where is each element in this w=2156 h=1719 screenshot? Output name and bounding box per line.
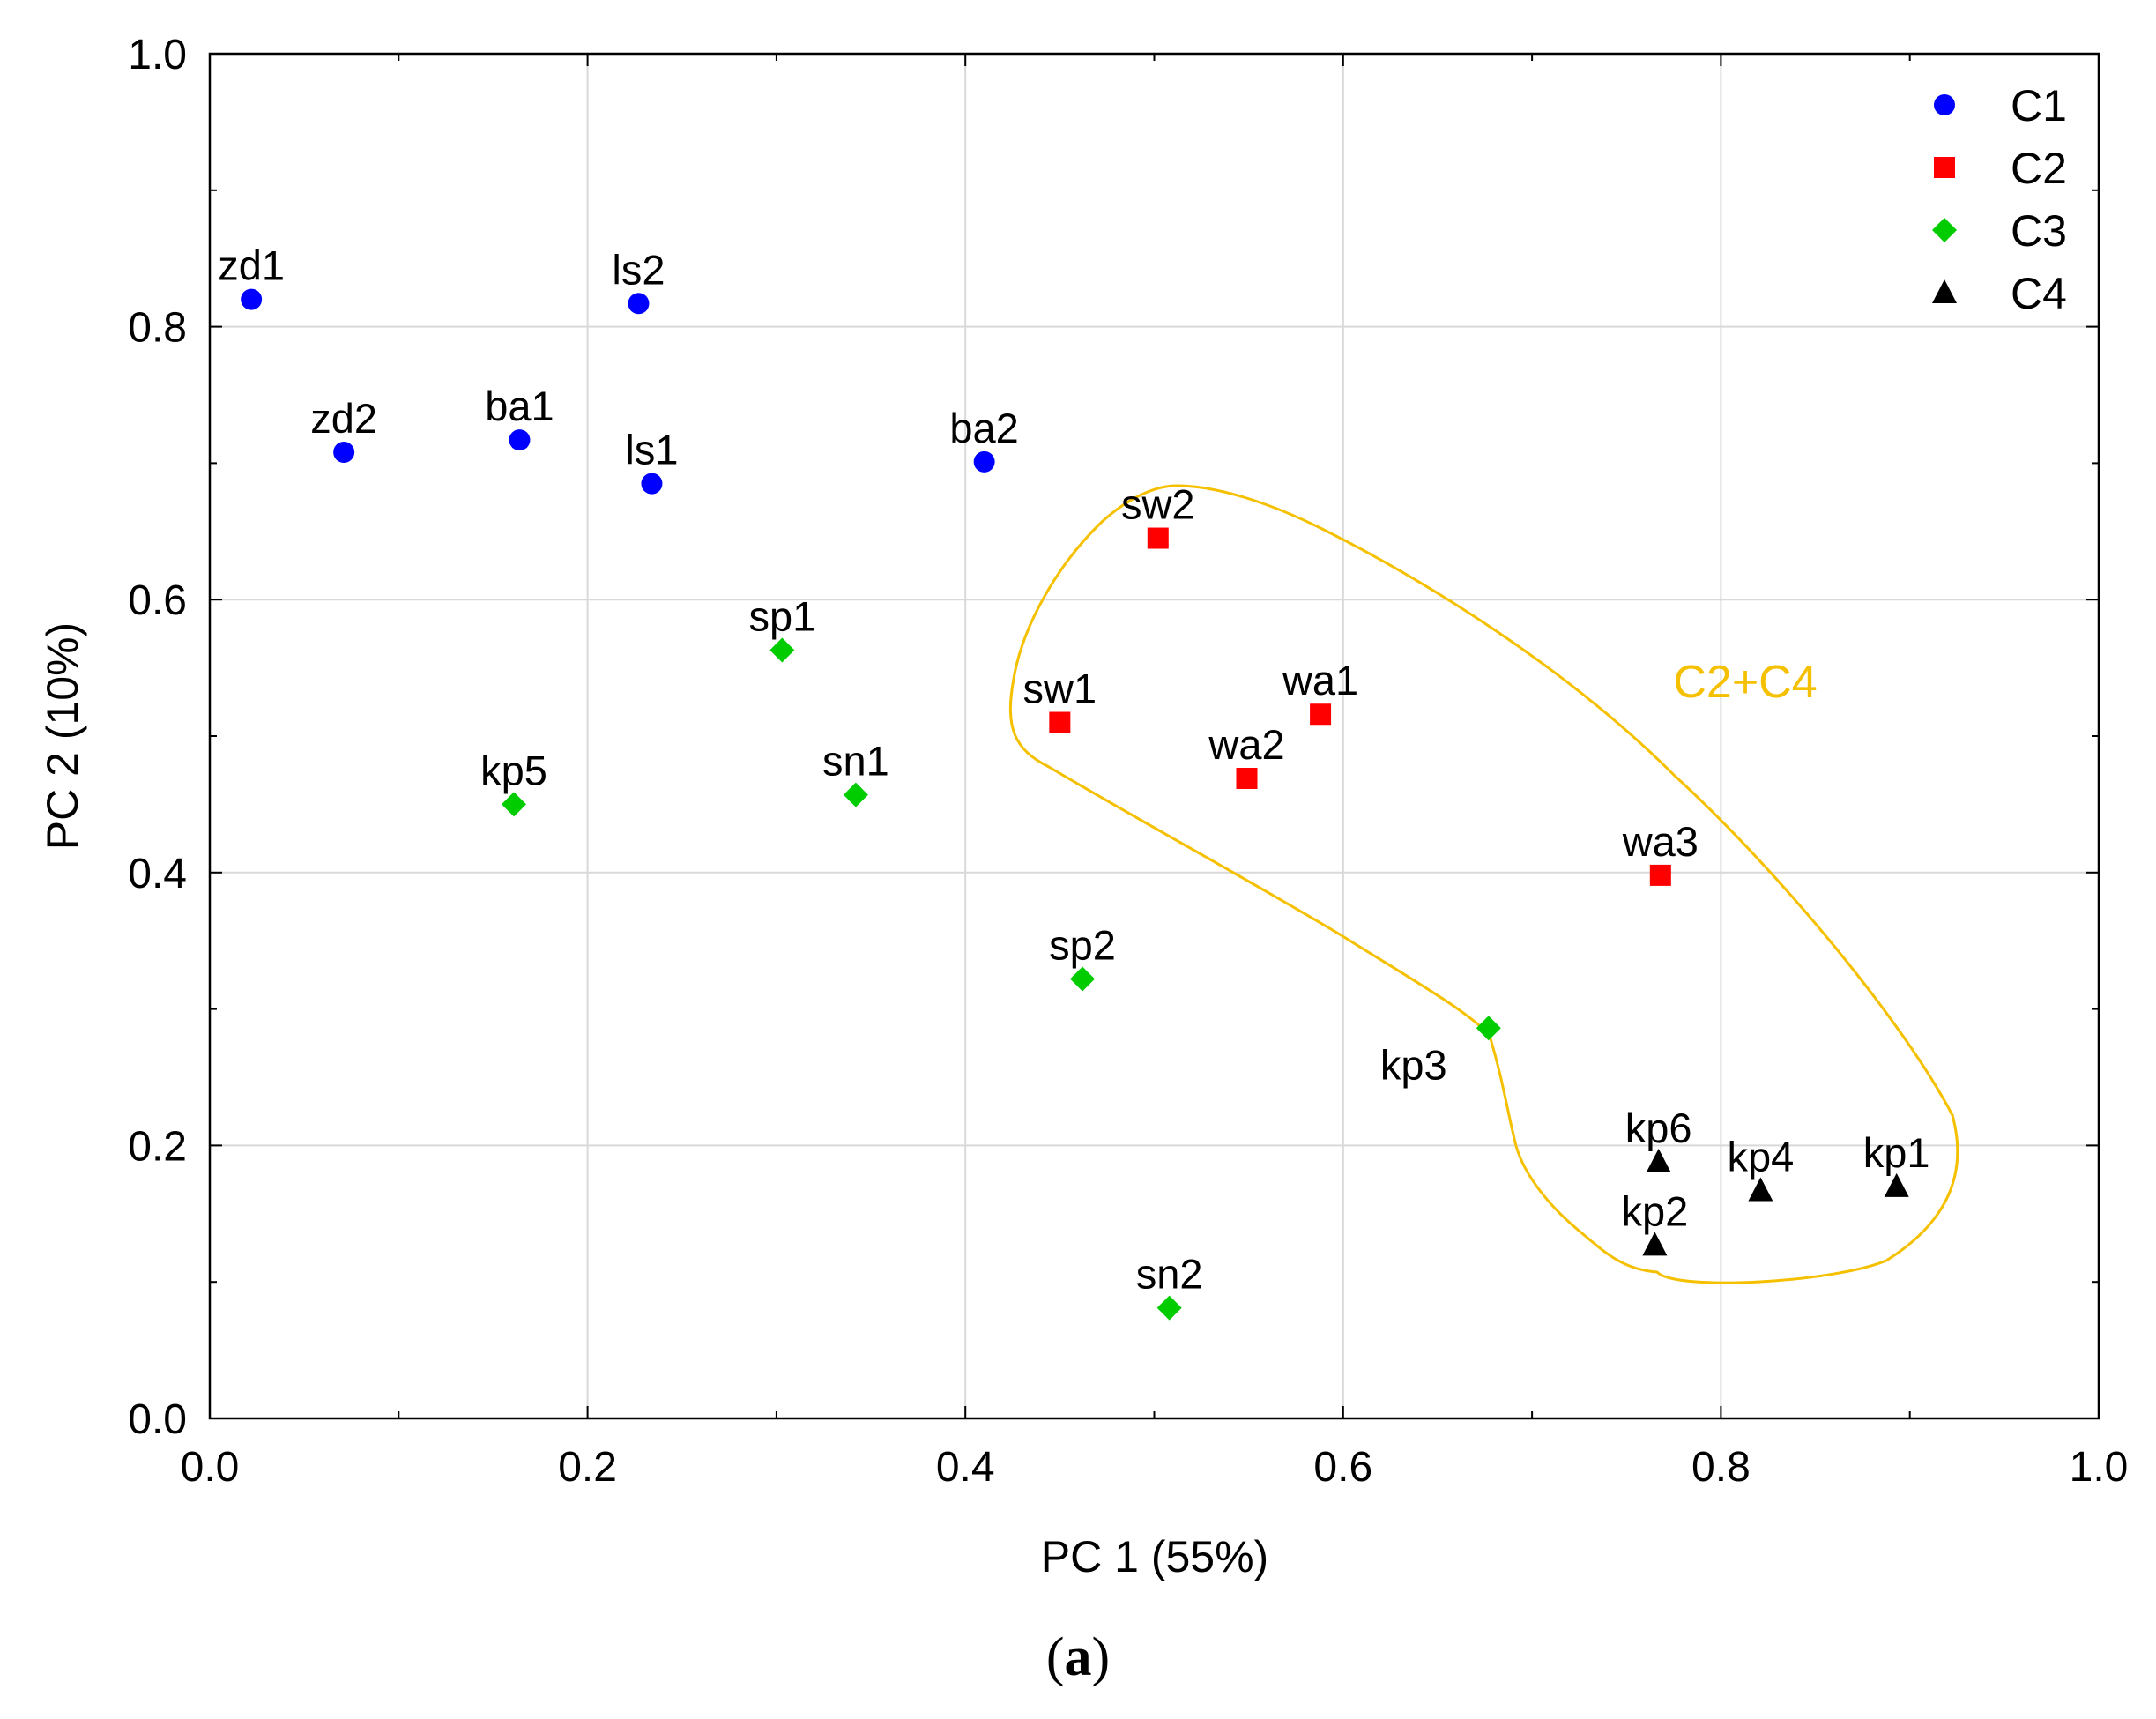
figure-caption: (a) xyxy=(1046,1627,1110,1687)
x-axis-title: PC 1 (55%) xyxy=(1041,1532,1268,1581)
x-tick-label: 1.0 xyxy=(2070,1444,2129,1491)
caption-open-paren: ( xyxy=(1046,1627,1065,1687)
point-label-wa1: wa1 xyxy=(1282,657,1358,703)
c2-c4-region-outline xyxy=(1008,484,1959,1284)
point-label-sw1: sw1 xyxy=(1023,666,1097,712)
y-tick-label: 0.2 xyxy=(128,1123,187,1170)
legend-marker-c4 xyxy=(1932,279,1957,303)
point-wa2 xyxy=(1236,767,1258,789)
caption-close-paren: ) xyxy=(1092,1627,1111,1687)
point-sw2 xyxy=(1147,527,1169,549)
x-tick-labels: 0.0 0.2 0.4 0.6 0.8 1.0 xyxy=(181,1444,2129,1491)
point-kp6 xyxy=(1646,1148,1671,1172)
y-tick-label: 0.6 xyxy=(128,577,187,624)
point-ba2 xyxy=(973,450,995,473)
point-label-sn1: sn1 xyxy=(822,738,889,785)
point-label-sp2: sp2 xyxy=(1049,922,1116,969)
point-label-zd1: zd1 xyxy=(218,242,285,289)
point-label-kp6: kp6 xyxy=(1625,1105,1692,1151)
y-tick-label: 0.0 xyxy=(128,1396,187,1443)
point-ls2 xyxy=(628,293,650,315)
point-kp2 xyxy=(1642,1232,1668,1256)
legend-label-c3: C3 xyxy=(2011,206,2067,256)
x-tick-label: 0.8 xyxy=(1691,1444,1751,1491)
data-points xyxy=(241,288,1909,1321)
point-wa3 xyxy=(1649,864,1671,886)
point-kp3 xyxy=(1476,1016,1501,1041)
legend: C1 C2 C3 C4 xyxy=(1932,81,2067,318)
point-kp4 xyxy=(1748,1177,1773,1202)
point-ls1 xyxy=(641,473,663,495)
point-zd1 xyxy=(241,288,263,310)
y-tick-labels: 0.0 0.2 0.4 0.6 0.8 1.0 xyxy=(128,32,187,1443)
x-tick-label: 0.4 xyxy=(936,1444,995,1491)
point-labels: zd1 zd2 ba1 ls2 ls1 ba2 sw2 sw1 wa1 wa2 wa3 sp1 sn1 k… xyxy=(218,242,1929,1298)
point-label-ba1: ba1 xyxy=(485,383,554,429)
legend-marker-c2 xyxy=(1934,157,1955,178)
point-label-ls2: ls2 xyxy=(612,246,665,293)
legend-label-c4: C4 xyxy=(2011,269,2067,318)
x-tick-label: 0.2 xyxy=(558,1444,617,1491)
point-label-kp1: kp1 xyxy=(1863,1129,1930,1176)
point-label-ba2: ba2 xyxy=(949,405,1018,451)
y-axis-title: PC 2 (10%) xyxy=(38,622,87,850)
point-sw1 xyxy=(1049,711,1071,733)
point-sn2 xyxy=(1156,1295,1182,1321)
point-kp1 xyxy=(1884,1172,1909,1197)
point-label-sw2: sw2 xyxy=(1121,481,1195,528)
point-label-ls1: ls1 xyxy=(625,427,678,473)
point-kp5 xyxy=(502,792,527,817)
legend-label-c2: C2 xyxy=(2011,144,2067,193)
legend-marker-c3 xyxy=(1932,218,1957,242)
point-zd2 xyxy=(333,442,355,464)
point-wa1 xyxy=(1310,703,1332,726)
x-tick-label: 0.6 xyxy=(1313,1444,1372,1491)
legend-marker-c1 xyxy=(1934,94,1955,115)
point-sp1 xyxy=(769,637,795,663)
c2-c4-region-label: C2+C4 xyxy=(1673,657,1817,708)
point-sn1 xyxy=(843,782,868,807)
point-ba1 xyxy=(509,429,531,451)
grid xyxy=(210,54,2099,1418)
point-label-kp2: kp2 xyxy=(1622,1187,1689,1234)
y-tick-label: 1.0 xyxy=(128,32,187,78)
point-label-wa2: wa2 xyxy=(1208,721,1284,768)
y-tick-label: 0.4 xyxy=(128,851,187,897)
point-label-sp1: sp1 xyxy=(748,592,815,639)
x-tick-label: 0.0 xyxy=(181,1444,240,1491)
y-tick-label: 0.8 xyxy=(128,305,187,352)
point-label-zd2: zd2 xyxy=(310,395,377,442)
point-label-kp4: kp4 xyxy=(1728,1133,1795,1179)
point-label-wa3: wa3 xyxy=(1622,818,1699,865)
legend-label-c1: C1 xyxy=(2011,81,2067,130)
point-sp2 xyxy=(1070,966,1096,992)
plot-frame xyxy=(208,52,2100,1420)
point-label-kp5: kp5 xyxy=(480,747,547,793)
point-label-kp3: kp3 xyxy=(1380,1041,1447,1088)
point-label-sn2: sn2 xyxy=(1136,1251,1203,1298)
caption-letter: a xyxy=(1065,1627,1092,1687)
